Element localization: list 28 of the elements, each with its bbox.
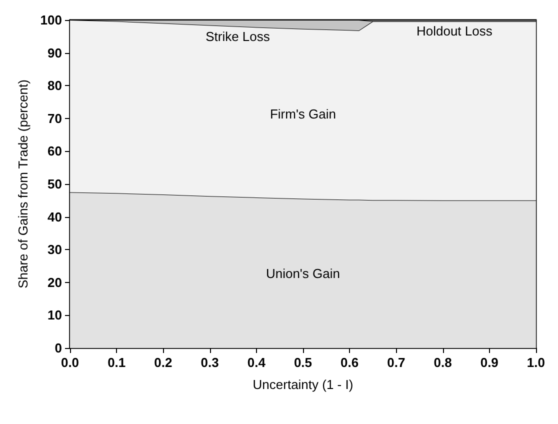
x-tick-label: 0.2 — [154, 355, 172, 370]
y-tick-label: 20 — [48, 274, 62, 290]
y-tick-label: 30 — [48, 242, 62, 258]
y-tick-label: 50 — [48, 176, 62, 192]
x-tick-label: 0.7 — [387, 355, 406, 370]
y-tick-label: 70 — [48, 110, 62, 126]
x-tick-label: 0.5 — [294, 355, 312, 370]
y-axis-title: Share of Gains from Trade (percent) — [15, 80, 30, 288]
series-label: Union's Gain — [266, 266, 340, 281]
x-axis-title: Uncertainty (1 - I) — [252, 377, 354, 392]
y-tick-label: 100 — [40, 12, 62, 28]
x-tick-label: 0.8 — [434, 355, 452, 370]
y-tick-label: 10 — [48, 308, 62, 323]
y-tick-label: 60 — [48, 144, 62, 159]
x-tick-label: 1.0 — [526, 355, 546, 370]
x-tick-label: 0.9 — [480, 355, 498, 370]
series-label: Holdout Loss — [416, 23, 493, 38]
x-tick-label: 0.0 — [60, 355, 80, 370]
x-tick-label: 0.6 — [340, 355, 359, 370]
x-tick-label: 0.4 — [247, 355, 266, 370]
y-tick-label: 40 — [48, 209, 62, 224]
y-tick-label: 90 — [48, 45, 62, 60]
x-tick-label: 0.3 — [200, 355, 219, 370]
series-label: Strike Loss — [206, 29, 270, 44]
x-tick-label: 0.1 — [108, 355, 126, 370]
y-tick-label: 0 — [54, 340, 62, 356]
y-tick-label: 80 — [48, 78, 62, 94]
series-label: Firm's Gain — [270, 106, 336, 122]
